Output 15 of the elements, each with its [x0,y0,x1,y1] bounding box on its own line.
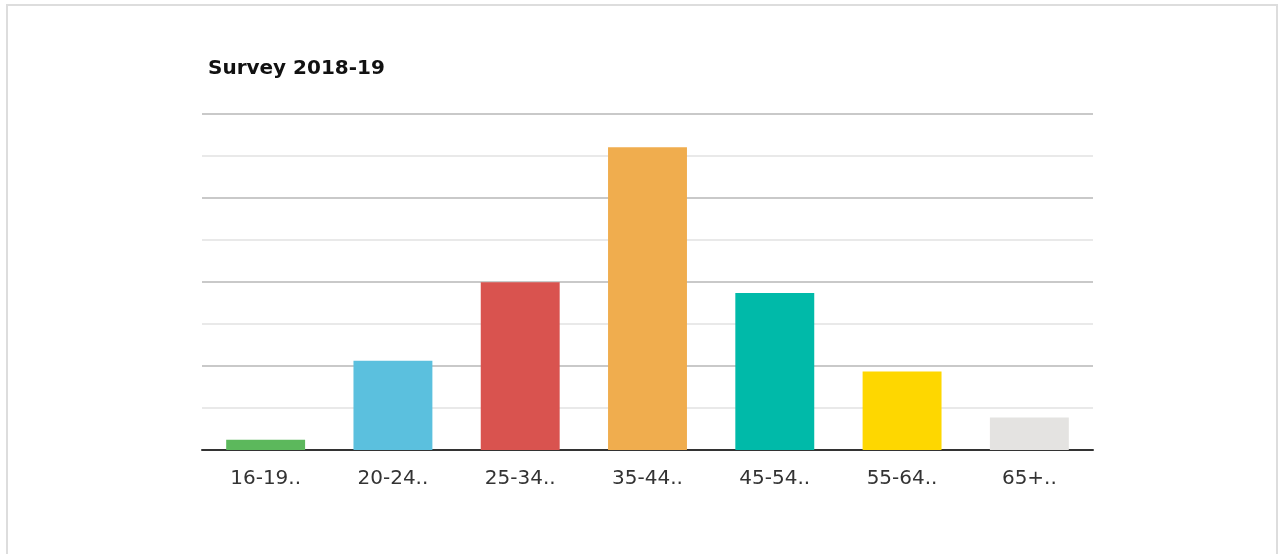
x-tick-label: 45-54.. [739,465,811,489]
x-tick-label: 20-24.. [357,465,429,489]
bar [989,417,1069,450]
chart-title: Survey 2018-19 [208,55,385,79]
x-tick-label: 25-34.. [484,465,556,489]
bar [353,360,433,450]
bar [480,282,560,450]
x-tick-label: 16-19.. [230,465,302,489]
bar [608,147,687,450]
bar [226,439,306,450]
bar [862,371,942,450]
x-tick-label: 55-64.. [866,465,938,489]
x-tick-label: 35-44.. [612,465,683,489]
bar [735,292,815,450]
x-tick-label: 65+.. [1001,465,1057,489]
